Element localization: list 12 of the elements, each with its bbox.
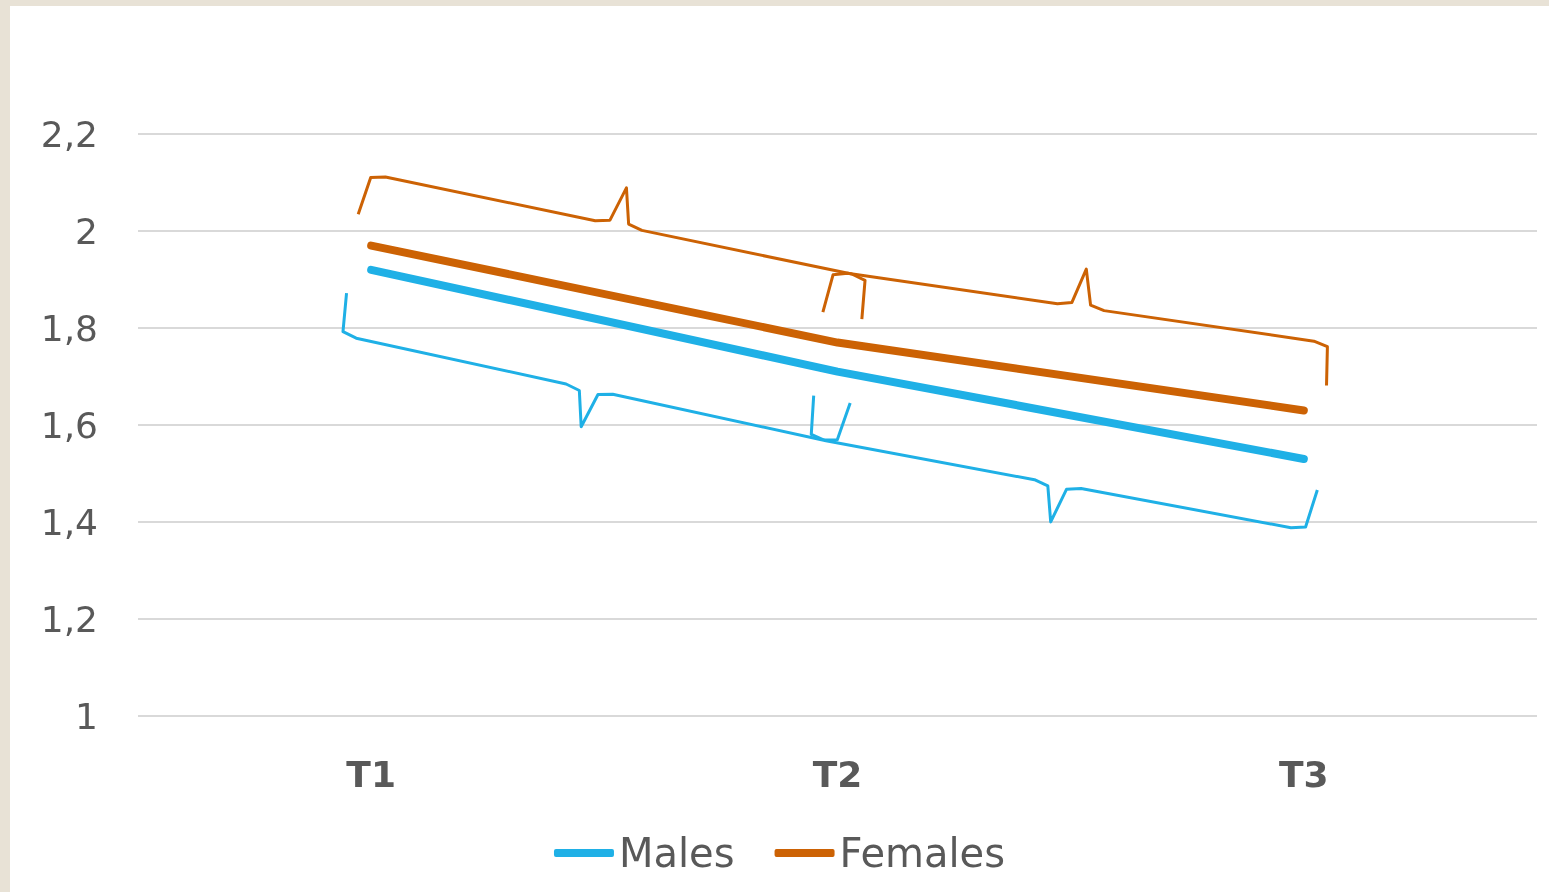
x-tick-label: T1: [346, 753, 396, 795]
legend-label: Males: [618, 830, 735, 876]
y-tick-label: 1,2: [40, 598, 98, 640]
y-tick-label: 1: [75, 695, 98, 737]
x-tick-label: T2: [812, 753, 863, 795]
x-tick-label: T3: [1279, 753, 1329, 795]
y-tick-label: 1,8: [40, 307, 98, 349]
legend-label: Females: [839, 830, 1006, 876]
y-tick-label: 2,2: [40, 113, 98, 155]
y-tick-label: 1,4: [40, 501, 98, 543]
y-tick-label: 2: [75, 210, 98, 252]
y-tick-label: 1,6: [40, 404, 98, 446]
